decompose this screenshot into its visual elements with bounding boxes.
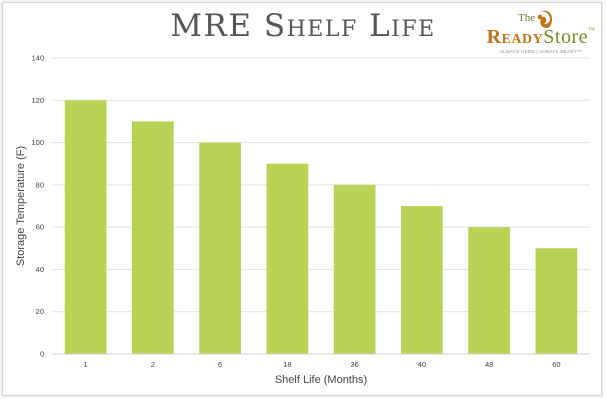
bar	[266, 163, 309, 354]
bar	[468, 227, 510, 354]
bar	[333, 184, 376, 354]
x-tick-label: 6	[218, 360, 222, 369]
y-tick-label: 80	[36, 180, 44, 189]
bars	[64, 100, 578, 355]
x-axis-label: Shelf Life (Months)	[275, 374, 367, 386]
y-tick-label: 100	[31, 138, 44, 147]
bar	[64, 100, 107, 355]
bar	[132, 121, 174, 354]
ready-store-logo: The ReadyStore™ ALWAYS HERE | ALWAYS REA…	[480, 6, 602, 56]
x-tick-label: 18	[283, 360, 291, 369]
squirrel-icon	[537, 10, 552, 28]
y-tick-label: 140	[31, 54, 44, 63]
x-axis-ticks: 1 2 6 18 36 40 48 60	[84, 360, 561, 369]
bar	[199, 142, 241, 354]
y-axis-ticks: 0 20 40 60 80 100 120 140	[31, 54, 44, 359]
x-tick-label: 1	[84, 360, 88, 369]
logo-wordmark: ReadyStore™	[480, 26, 602, 49]
logo-tagline: ALWAYS HERE | ALWAYS READY™	[499, 49, 583, 54]
chart-title: MRE Shelf Life	[170, 8, 436, 44]
y-tick-label: 0	[40, 350, 44, 359]
y-tick-label: 60	[36, 223, 44, 232]
y-tick-label: 20	[36, 307, 44, 316]
x-tick-label: 40	[418, 360, 426, 369]
x-tick-label: 60	[552, 360, 560, 369]
x-tick-label: 36	[350, 360, 358, 369]
x-tick-label: 48	[485, 360, 493, 369]
y-tick-label: 40	[36, 265, 44, 274]
logo-store-text: Store	[543, 26, 588, 48]
logo-ready-text: Ready	[486, 26, 544, 48]
y-axis-label: Storage Temperature (F)	[15, 146, 27, 266]
logo-tm-text: ™	[587, 26, 596, 34]
x-tick-label: 2	[151, 360, 155, 369]
bar	[535, 248, 578, 354]
y-tick-label: 120	[31, 96, 44, 105]
logo-the-text: The	[518, 12, 536, 24]
bar	[401, 206, 443, 354]
